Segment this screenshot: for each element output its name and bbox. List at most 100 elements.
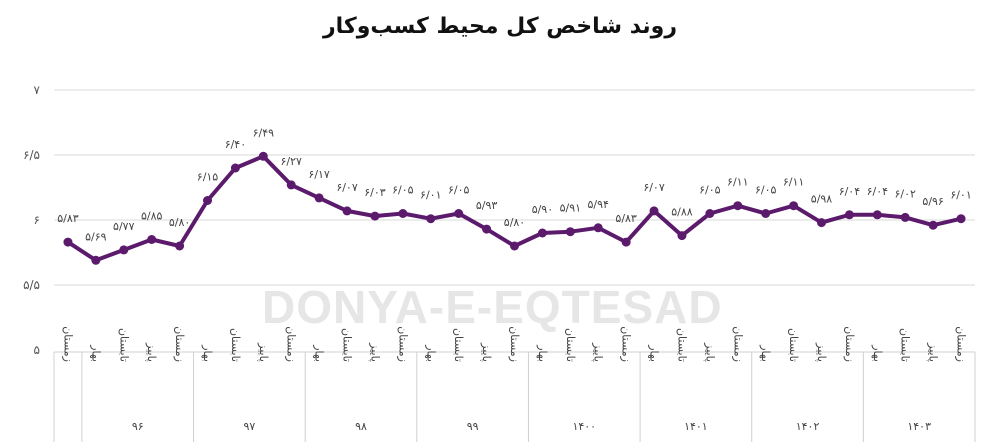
- year-label: ۹۶: [132, 420, 144, 433]
- x-tick-label: تابستان: [675, 328, 688, 362]
- watermark: DONYA-E-EQTESAD: [262, 281, 723, 333]
- data-point: [537, 228, 547, 238]
- data-label: ۶/۱۷: [308, 168, 330, 181]
- data-label: ۶/۰۴: [839, 185, 861, 198]
- data-point: [119, 245, 129, 255]
- data-label: ۵/۹۶: [922, 195, 943, 208]
- x-tick-label: پاییز: [927, 342, 940, 362]
- x-tick-label: زمستان: [173, 326, 186, 362]
- data-point: [286, 180, 296, 190]
- data-point: [900, 212, 910, 222]
- year-label: ۹۹: [467, 420, 479, 433]
- year-label: ۹۷: [243, 420, 255, 433]
- data-point: [593, 223, 603, 233]
- data-label: ۵/۷۷: [113, 220, 135, 233]
- data-label: ۶/۲۷: [281, 155, 303, 168]
- data-label: ۵/۸۳: [615, 212, 637, 225]
- x-tick-label: زمستان: [285, 326, 298, 362]
- y-tick-label: ۶/۵: [23, 148, 40, 162]
- x-tick-label: بهار: [759, 344, 772, 362]
- x-tick-label: زمستان: [508, 326, 521, 362]
- data-label: ۶/۱۵: [197, 171, 219, 184]
- year-label: ۱۴۰۰: [572, 420, 596, 433]
- y-tick-label: ۶: [34, 213, 40, 227]
- data-label: ۶/۱۱: [783, 176, 804, 189]
- data-label: ۵/۹۰: [532, 203, 553, 216]
- data-point: [928, 220, 938, 230]
- data-label: ۶/۰۵: [392, 184, 414, 197]
- x-tick-label: زمستان: [843, 326, 856, 362]
- data-point: [705, 209, 715, 218]
- data-label: ۶/۴۰: [225, 138, 246, 151]
- x-tick-label: بهار: [648, 344, 661, 362]
- data-point: [733, 201, 743, 211]
- data-label: ۶/۰۱: [950, 189, 971, 202]
- x-tick-label: بهار: [89, 344, 102, 362]
- data-point: [844, 210, 854, 220]
- data-point: [677, 231, 687, 241]
- data-point: [817, 218, 826, 228]
- x-tick-label: تابستان: [787, 328, 800, 362]
- data-label: ۵/۸۰: [504, 216, 525, 229]
- data-point: [230, 163, 240, 173]
- y-tick-label: ۷: [34, 83, 41, 97]
- data-label: ۵/۶۹: [85, 230, 107, 243]
- data-label: ۶/۰۴: [867, 185, 889, 198]
- data-point: [314, 193, 324, 203]
- data-label: ۵/۹۸: [811, 193, 833, 206]
- data-point: [482, 224, 492, 234]
- data-point: [956, 214, 966, 224]
- data-label: ۶/۰۷: [643, 181, 665, 194]
- data-point: [258, 151, 268, 161]
- x-tick-label: پاییز: [592, 342, 605, 362]
- x-tick-label: پاییز: [145, 342, 158, 362]
- data-point: [175, 241, 185, 251]
- data-point: [426, 214, 436, 224]
- data-label: ۶/۱۱: [727, 176, 748, 189]
- data-label: ۶/۰۱: [420, 189, 441, 202]
- x-tick-label: بهار: [313, 344, 326, 362]
- data-label: ۵/۹۳: [476, 199, 498, 212]
- data-label: ۵/۸۸: [671, 206, 693, 219]
- year-label: ۱۴۰۲: [796, 420, 820, 433]
- data-point: [63, 237, 73, 247]
- x-tick-label: پاییز: [703, 342, 716, 362]
- data-point: [510, 241, 519, 251]
- data-point: [789, 201, 799, 211]
- x-tick-label: تابستان: [117, 328, 130, 362]
- x-tick-label: تابستان: [564, 328, 577, 362]
- data-label: ۵/۸۵: [141, 210, 163, 223]
- x-tick-label: بهار: [536, 344, 549, 362]
- x-tick-label: زمستان: [61, 326, 74, 362]
- x-tick-label: تابستان: [341, 328, 354, 362]
- x-tick-label: بهار: [201, 344, 214, 362]
- data-point: [342, 206, 352, 216]
- x-tick-label: پاییز: [257, 342, 270, 362]
- data-label: ۵/۹۴: [588, 198, 610, 211]
- data-point: [398, 209, 408, 218]
- x-tick-label: پاییز: [815, 342, 828, 362]
- data-point: [370, 211, 380, 221]
- data-point: [203, 196, 212, 205]
- data-point: [565, 227, 575, 237]
- data-label: ۵/۸۰: [169, 216, 190, 229]
- data-point: [872, 210, 882, 220]
- year-label: ۱۴۰۱: [684, 420, 708, 433]
- data-point: [761, 209, 771, 218]
- data-point: [147, 235, 157, 244]
- data-point: [621, 237, 631, 247]
- data-label: ۵/۹۱: [560, 202, 581, 215]
- chart-title: روند شاخص کل محیط کسب‌وکار: [322, 14, 678, 39]
- data-label: ۶/۰۳: [364, 186, 386, 199]
- data-label: ۶/۰۵: [699, 184, 721, 197]
- data-label: ۵/۸۳: [57, 212, 79, 225]
- data-label: ۶/۰۵: [755, 184, 777, 197]
- x-tick-label: زمستان: [620, 326, 633, 362]
- y-tick-label: ۵: [34, 343, 40, 357]
- data-label: ۶/۰۵: [448, 184, 470, 197]
- year-label: ۹۸: [355, 420, 367, 433]
- year-label: ۱۴۰۳: [907, 420, 931, 433]
- x-tick-label: تابستان: [452, 328, 465, 362]
- x-tick-label: زمستان: [955, 326, 968, 362]
